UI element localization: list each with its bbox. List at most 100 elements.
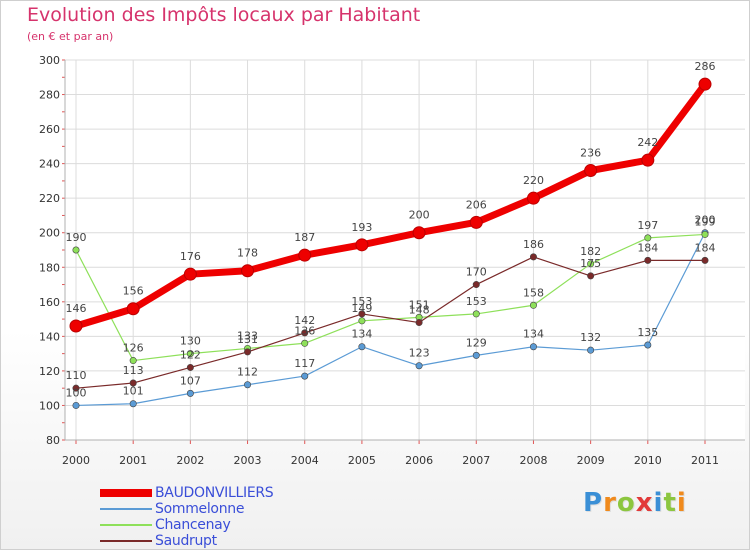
data-point-saudrupt: [472, 281, 480, 289]
data-point-saudrupt: [72, 384, 80, 392]
data-point-baudonvilliers: [183, 267, 197, 281]
data-point-sommelonne: [415, 362, 423, 370]
legend-label: Chancenay: [155, 517, 231, 533]
data-label-saudrupt: 153: [351, 295, 372, 308]
legend-item: Chancenay: [100, 517, 360, 533]
x-tick-label: 2009: [577, 454, 605, 467]
data-point-chancenay: [472, 310, 480, 318]
y-tick-label: 120: [39, 365, 60, 378]
series-line-sommelonne: [75, 232, 706, 407]
data-label-sommelonne: 101: [123, 385, 144, 398]
data-point-chancenay: [358, 317, 366, 325]
data-label-baudonvilliers: 200: [409, 209, 430, 222]
data-label-baudonvilliers: 176: [180, 250, 201, 263]
data-label-sommelonne: 132: [580, 331, 601, 344]
data-label-saudrupt: 170: [466, 266, 487, 279]
data-label-baudonvilliers: 156: [123, 285, 144, 298]
legend-swatch: [100, 508, 152, 510]
data-label-baudonvilliers: 242: [637, 136, 658, 149]
y-tick-label: 140: [39, 330, 60, 343]
data-label-chancenay: 158: [523, 286, 544, 299]
x-tick-label: 2010: [634, 454, 662, 467]
x-tick-label: 2011: [691, 454, 719, 467]
chart-title: Evolution des Impôts locaux par Habitant: [27, 4, 421, 26]
data-point-sommelonne: [358, 343, 366, 351]
legend-swatch: [100, 540, 152, 542]
x-tick-label: 2005: [348, 454, 376, 467]
data-label-baudonvilliers: 146: [66, 302, 87, 315]
data-point-saudrupt: [129, 379, 137, 387]
data-point-sommelonne: [644, 341, 652, 349]
data-label-baudonvilliers: 236: [580, 147, 601, 160]
legend-label: Sommelonne: [155, 501, 245, 517]
data-label-sommelonne: 135: [637, 326, 658, 339]
data-label-chancenay: 182: [580, 245, 601, 258]
data-label-sommelonne: 134: [523, 328, 544, 341]
plot-area: [65, 60, 745, 440]
data-label-sommelonne: 123: [409, 347, 430, 360]
y-tick-label: 180: [39, 261, 60, 274]
data-point-baudonvilliers: [526, 191, 540, 205]
data-label-saudrupt: 186: [523, 238, 544, 251]
data-point-sommelonne: [129, 400, 137, 408]
x-tick-label: 2000: [62, 454, 90, 467]
y-tick-label: 200: [39, 227, 60, 240]
data-point-chancenay: [301, 339, 309, 347]
data-label-chancenay: 149: [351, 302, 372, 315]
data-label-baudonvilliers: 193: [351, 221, 372, 234]
data-point-saudrupt: [244, 348, 252, 356]
data-label-baudonvilliers: 178: [237, 247, 258, 260]
data-label-chancenay: 130: [180, 335, 201, 348]
data-point-sommelonne: [587, 346, 595, 354]
y-tick-label: 260: [39, 123, 60, 136]
y-tick-label: 160: [39, 296, 60, 309]
data-label-saudrupt: 175: [580, 257, 601, 270]
data-point-sommelonne: [186, 389, 194, 397]
data-point-baudonvilliers: [69, 319, 83, 333]
data-label-baudonvilliers: 220: [523, 174, 544, 187]
y-tick-label: 220: [39, 192, 60, 205]
data-point-chancenay: [129, 357, 137, 365]
data-label-chancenay: 153: [466, 295, 487, 308]
data-label-sommelonne: 200: [695, 214, 716, 227]
data-point-saudrupt: [529, 253, 537, 261]
data-point-sommelonne: [72, 401, 80, 409]
data-label-sommelonne: 117: [294, 357, 315, 370]
legend-swatch: [100, 524, 152, 526]
y-tick-label: 100: [39, 399, 60, 412]
data-label-chancenay: 197: [637, 219, 658, 232]
data-point-chancenay: [644, 234, 652, 242]
data-label-chancenay: 199: [695, 215, 716, 228]
data-point-baudonvilliers: [698, 77, 712, 91]
legend-item: Saudrupt: [100, 533, 360, 549]
data-point-chancenay: [701, 230, 709, 238]
x-tick-label: 2002: [176, 454, 204, 467]
data-label-sommelonne: 100: [66, 386, 87, 399]
data-point-saudrupt: [701, 256, 709, 264]
chart-legend: BAUDONVILLIERS Sommelonne Chancenay Saudrup…: [100, 485, 360, 549]
data-label-sommelonne: 129: [466, 336, 487, 349]
y-tick-label: 80: [46, 434, 60, 447]
data-point-chancenay: [186, 350, 194, 358]
y-tick-label: 300: [39, 54, 60, 67]
data-point-sommelonne: [244, 381, 252, 389]
data-point-baudonvilliers: [355, 238, 369, 252]
data-label-sommelonne: 112: [237, 366, 258, 379]
data-label-saudrupt: 122: [180, 348, 201, 361]
series-line-saudrupt: [75, 256, 706, 389]
data-label-chancenay: 133: [237, 329, 258, 342]
data-point-saudrupt: [301, 329, 309, 337]
x-tick-label: 2008: [519, 454, 547, 467]
data-point-baudonvilliers: [412, 226, 426, 240]
legend-swatch: [100, 489, 152, 497]
data-point-baudonvilliers: [641, 153, 655, 167]
legend-item: BAUDONVILLIERS: [100, 485, 360, 501]
data-label-baudonvilliers: 187: [294, 231, 315, 244]
data-label-baudonvilliers: 206: [466, 198, 487, 211]
data-point-saudrupt: [587, 272, 595, 280]
data-label-saudrupt: 110: [66, 369, 87, 382]
data-point-chancenay: [529, 301, 537, 309]
data-label-saudrupt: 184: [637, 241, 658, 254]
data-label-saudrupt: 131: [237, 333, 258, 346]
